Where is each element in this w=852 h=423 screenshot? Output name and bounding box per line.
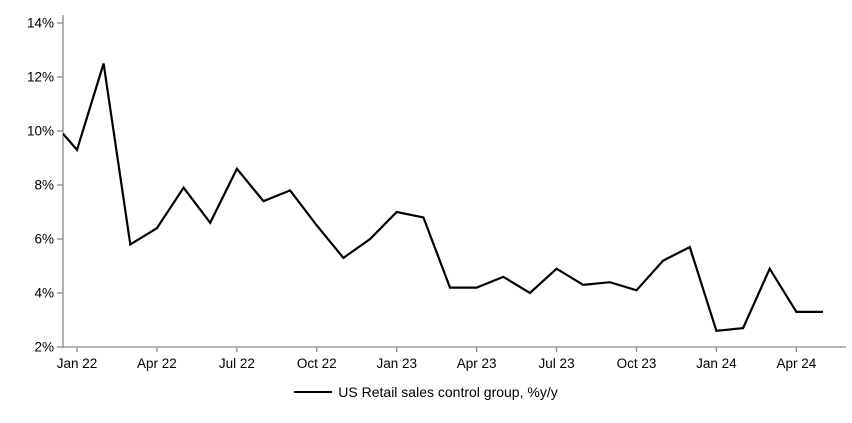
x-tick-label: Jan 22 (57, 356, 98, 371)
axis-labels: 2% 4% 6% 8% 10% 12% 14% Jan 22 Apr 22 Jul 22 Oct 2… (27, 16, 817, 371)
axes (57, 15, 846, 352)
y-tick-label: 14% (27, 16, 54, 31)
y-tick-label: 12% (27, 70, 54, 85)
retail-sales-line (63, 63, 823, 332)
x-tick-label: Oct 22 (297, 356, 337, 371)
x-tick-label: Jan 23 (376, 356, 417, 371)
x-tick-label: Jan 24 (696, 356, 737, 371)
y-tick-label: 8% (34, 178, 54, 193)
y-tick-label: 6% (34, 232, 54, 247)
y-tick-label: 4% (34, 286, 54, 301)
x-tick-label: Apr 24 (776, 356, 816, 371)
x-tick-label: Oct 23 (617, 356, 657, 371)
x-tick-label: Jul 23 (539, 356, 575, 371)
legend-line-swatch (294, 391, 333, 393)
data-series (63, 63, 823, 332)
legend-label: US Retail sales control group, %y/y (338, 384, 558, 400)
x-tick-label: Apr 22 (137, 356, 177, 371)
x-tick-label: Apr 23 (457, 356, 497, 371)
y-tick-label: 10% (27, 124, 54, 139)
x-tick-label: Jul 22 (219, 356, 255, 371)
y-tick-label: 2% (34, 340, 54, 355)
legend: US Retail sales control group, %y/y (0, 382, 852, 402)
line-chart-canvas: 2% 4% 6% 8% 10% 12% 14% Jan 22 Apr 22 Jul 22 Oct 2… (27, 15, 846, 371)
